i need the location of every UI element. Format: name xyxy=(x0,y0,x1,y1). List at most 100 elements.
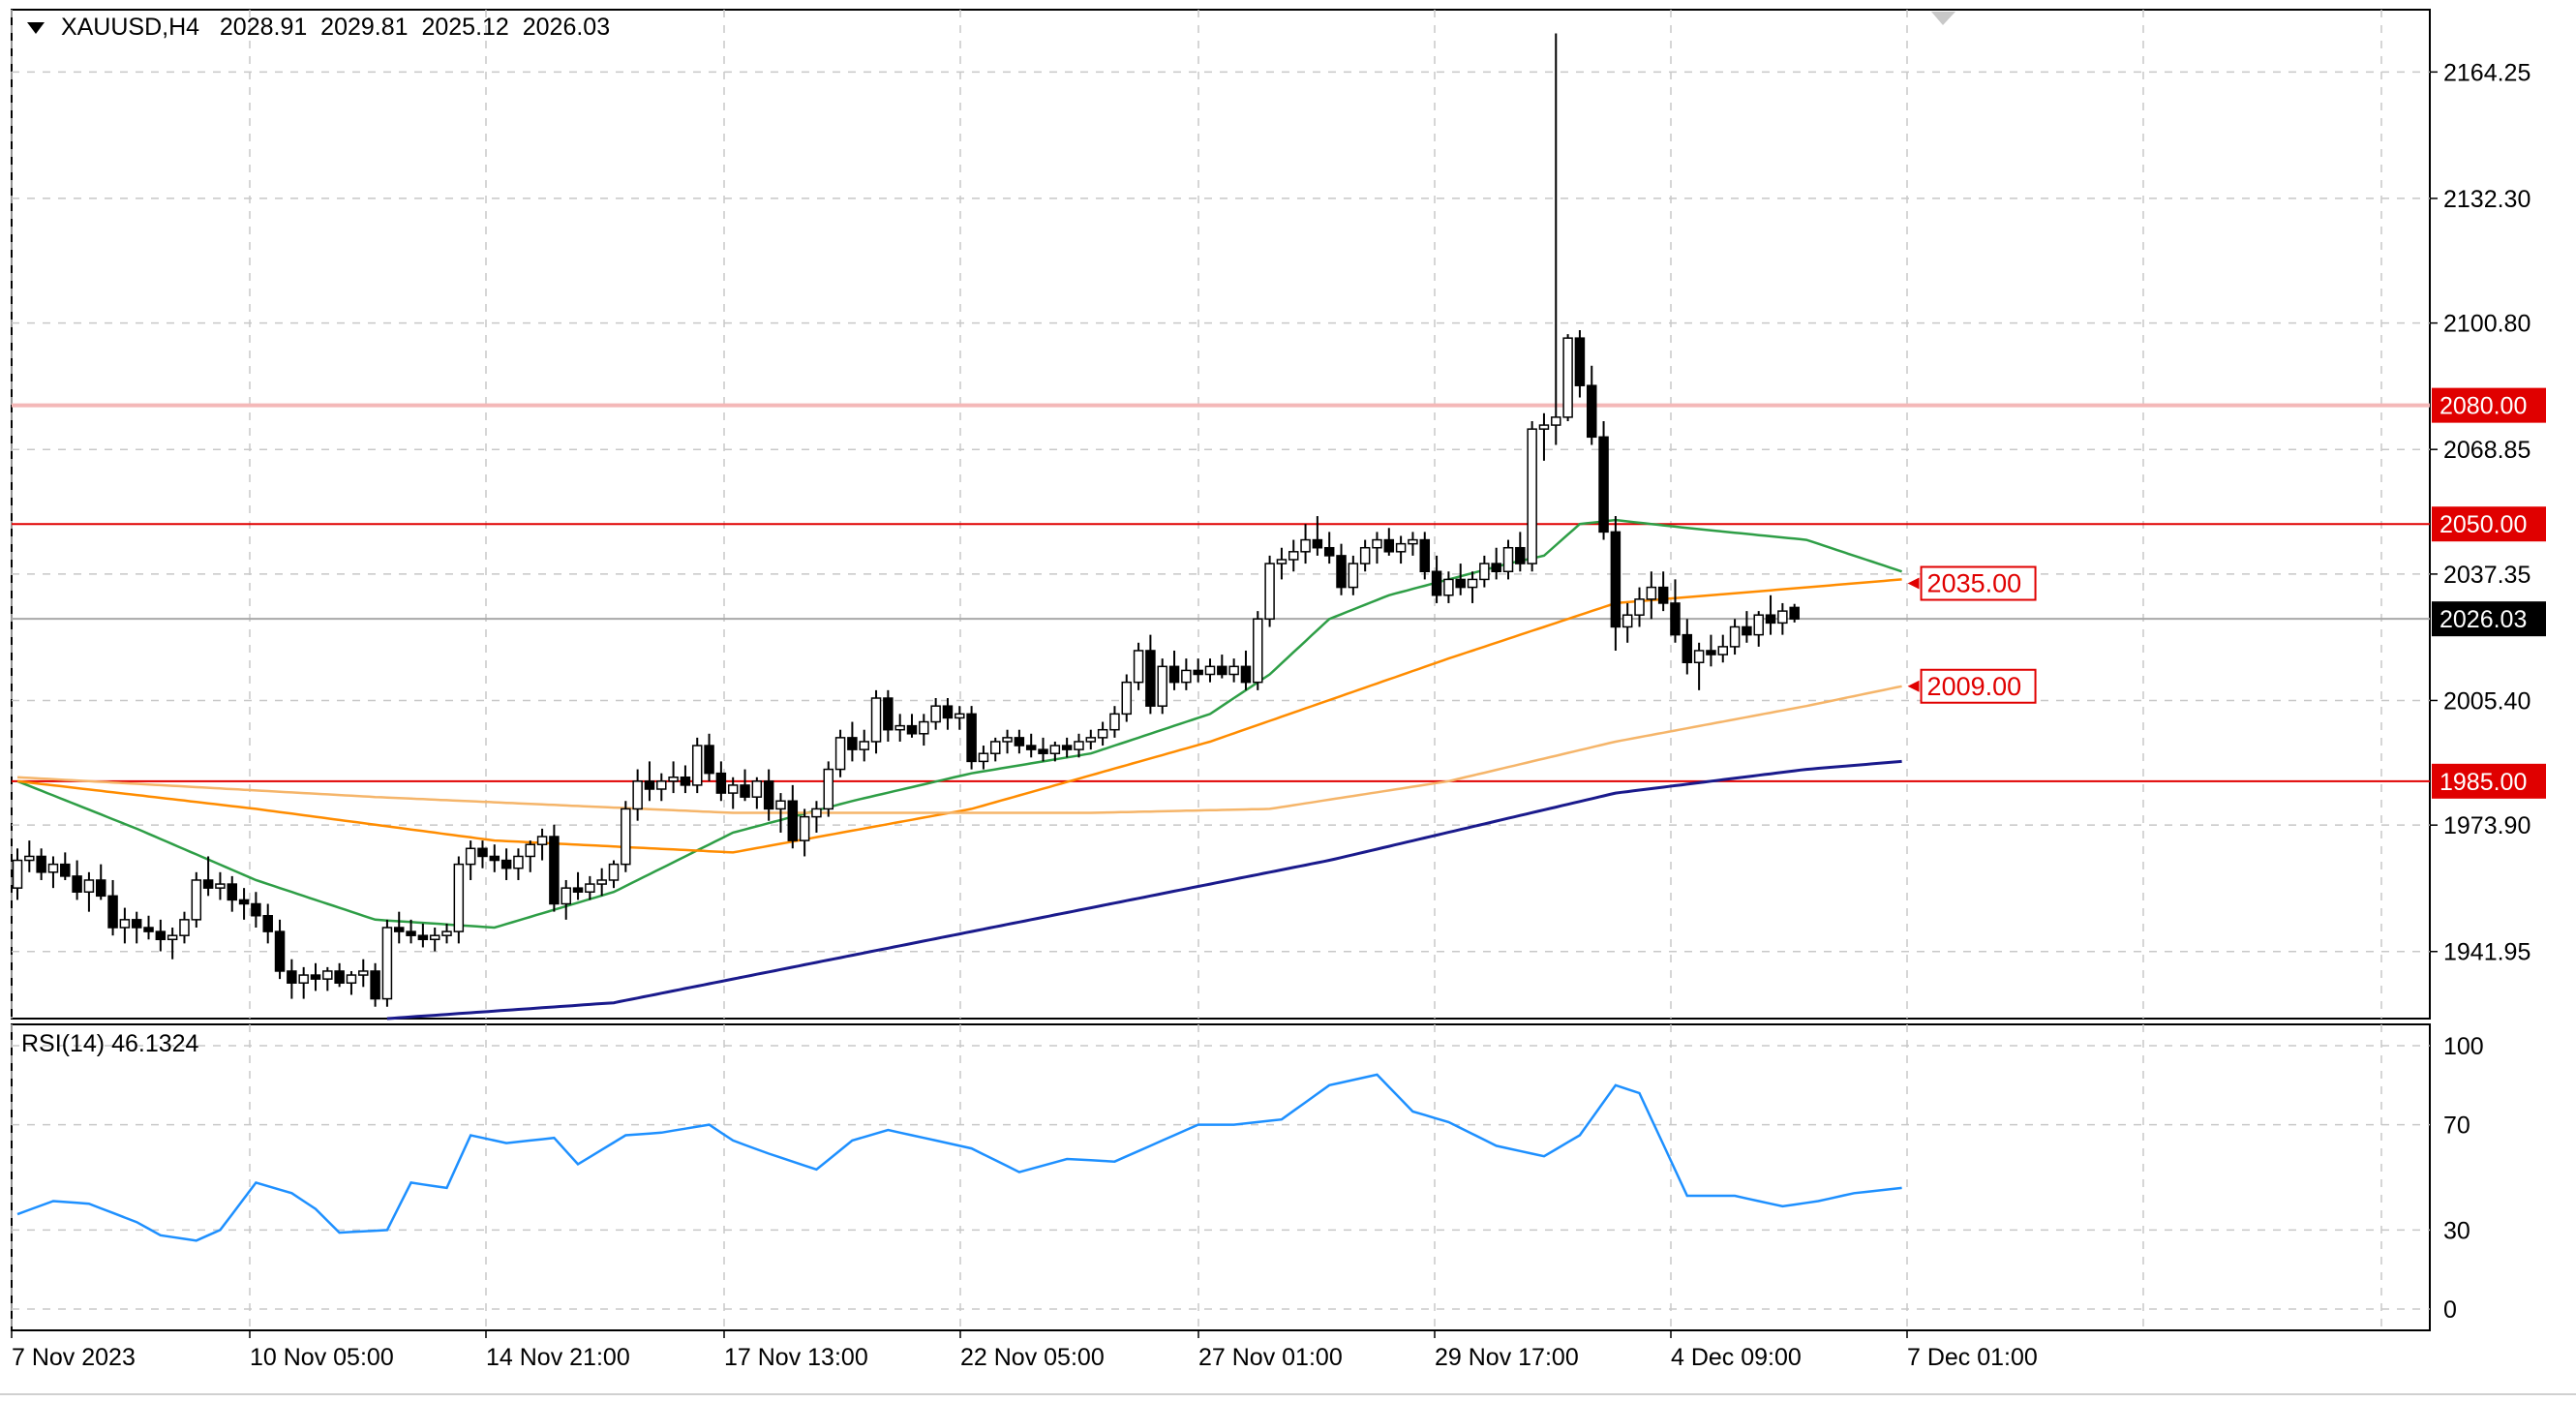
candle-body[interactable] xyxy=(883,697,894,731)
candle-body[interactable] xyxy=(1228,665,1239,676)
candle-body[interactable] xyxy=(894,724,905,731)
candle-body[interactable] xyxy=(72,875,82,893)
candle-body[interactable] xyxy=(119,919,131,929)
candle-body[interactable] xyxy=(1479,563,1490,581)
candle-body[interactable] xyxy=(251,902,261,917)
candle-body[interactable] xyxy=(1455,578,1466,589)
candle-body[interactable] xyxy=(1515,546,1526,564)
candle-body[interactable] xyxy=(1121,681,1133,716)
candle-body[interactable] xyxy=(1742,625,1752,636)
candle-body[interactable] xyxy=(1574,337,1586,386)
candle-body[interactable] xyxy=(1133,650,1144,684)
candle-body[interactable] xyxy=(572,887,584,893)
candle-body[interactable] xyxy=(202,879,214,889)
candle-body[interactable] xyxy=(1598,436,1609,533)
candle-body[interactable] xyxy=(549,836,560,905)
candle-body[interactable] xyxy=(358,970,369,976)
candle-body[interactable] xyxy=(561,887,571,905)
candle-body[interactable] xyxy=(955,713,965,719)
candle-body[interactable] xyxy=(47,863,59,873)
candle-body[interactable] xyxy=(1145,650,1156,707)
candle-body[interactable] xyxy=(1288,551,1299,561)
candle-body[interactable] xyxy=(381,927,393,1000)
candle-body[interactable] xyxy=(942,705,954,719)
candle-body[interactable] xyxy=(1610,531,1621,628)
candle-body[interactable] xyxy=(1372,538,1382,549)
candle-body[interactable] xyxy=(1467,578,1478,589)
candle-body[interactable] xyxy=(1753,614,1764,636)
candle-body[interactable] xyxy=(870,697,882,743)
candle-body[interactable] xyxy=(1157,665,1167,707)
candle-body[interactable] xyxy=(691,745,703,786)
candle-body[interactable] xyxy=(1682,633,1693,663)
candle-body[interactable] xyxy=(179,919,190,936)
candle-body[interactable] xyxy=(1348,563,1359,589)
candle-body[interactable] xyxy=(274,930,286,972)
candle-body[interactable] xyxy=(477,847,488,858)
candle-body[interactable] xyxy=(1061,745,1073,750)
candle-body[interactable] xyxy=(775,800,786,810)
candle-body[interactable] xyxy=(668,776,679,782)
candle-body[interactable] xyxy=(1181,669,1192,684)
candle-body[interactable] xyxy=(334,970,345,984)
candle-body[interactable] xyxy=(525,843,536,858)
candle-body[interactable] xyxy=(1002,737,1013,743)
candle-body[interactable] xyxy=(406,930,416,936)
candle-body[interactable] xyxy=(656,780,667,790)
candle-body[interactable] xyxy=(1049,745,1061,754)
candle-body[interactable] xyxy=(608,863,620,881)
candle-body[interactable] xyxy=(262,915,273,932)
candle-body[interactable] xyxy=(906,724,918,735)
candle-body[interactable] xyxy=(1670,602,1681,636)
candle-body[interactable] xyxy=(799,815,810,841)
candle-body[interactable] xyxy=(417,934,429,941)
candle-body[interactable] xyxy=(393,927,405,932)
candle-body[interactable] xyxy=(429,934,440,941)
candle-body[interactable] xyxy=(1336,555,1347,589)
candle-body[interactable] xyxy=(36,855,46,873)
candle-body[interactable] xyxy=(60,863,71,877)
candle-body[interactable] xyxy=(310,974,321,980)
candle-body[interactable] xyxy=(1646,586,1657,600)
candle-body[interactable] xyxy=(1789,606,1800,620)
candle-body[interactable] xyxy=(1706,650,1716,655)
candle-body[interactable] xyxy=(1431,570,1442,596)
candle-body[interactable] xyxy=(155,930,167,941)
candle-body[interactable] xyxy=(1502,546,1514,573)
candle-body[interactable] xyxy=(1408,538,1418,545)
candle-body[interactable] xyxy=(680,776,691,786)
candle-body[interactable] xyxy=(1300,538,1311,553)
candle-body[interactable] xyxy=(919,720,929,735)
candle-body[interactable] xyxy=(1217,665,1227,676)
candle-body[interactable] xyxy=(1025,745,1037,750)
candle-body[interactable] xyxy=(453,863,465,932)
shift-marker-icon[interactable] xyxy=(1931,12,1955,25)
candle-body[interactable] xyxy=(1634,598,1645,616)
candle-body[interactable] xyxy=(1729,625,1741,648)
candle-body[interactable] xyxy=(1395,542,1407,553)
candle-body[interactable] xyxy=(989,741,1001,754)
candle-body[interactable] xyxy=(978,752,989,763)
candle-body[interactable] xyxy=(536,836,548,845)
candle-body[interactable] xyxy=(1038,748,1048,754)
candle-body[interactable] xyxy=(441,930,452,936)
candle-body[interactable] xyxy=(596,879,607,885)
candle-body[interactable] xyxy=(107,895,118,929)
candle-body[interactable] xyxy=(930,705,941,723)
candle-body[interactable] xyxy=(1204,665,1216,676)
candle-body[interactable] xyxy=(823,768,834,810)
candle-body[interactable] xyxy=(1312,538,1323,549)
candle-body[interactable] xyxy=(751,780,763,798)
candle-body[interactable] xyxy=(1419,538,1431,573)
candle-body[interactable] xyxy=(227,883,238,901)
candle-body[interactable] xyxy=(715,772,727,794)
candle-body[interactable] xyxy=(1586,384,1597,439)
candle-body[interactable] xyxy=(787,800,799,841)
candle-body[interactable] xyxy=(287,970,297,984)
candle-body[interactable] xyxy=(298,974,309,984)
candle-body[interactable] xyxy=(1074,741,1084,750)
candle-body[interactable] xyxy=(1276,559,1288,564)
candle-body[interactable] xyxy=(1777,610,1788,625)
candle-body[interactable] xyxy=(811,808,822,818)
